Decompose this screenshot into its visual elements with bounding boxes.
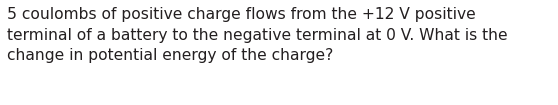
Text: 5 coulombs of positive charge flows from the +12 V positive
terminal of a batter: 5 coulombs of positive charge flows from… (7, 7, 508, 63)
